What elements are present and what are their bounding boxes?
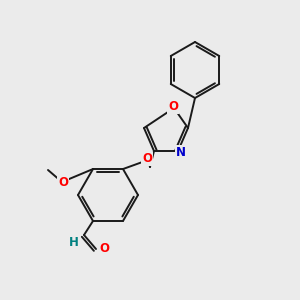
Text: H: H [69,236,79,250]
Text: O: O [99,242,109,256]
Text: O: O [58,176,68,188]
Text: N: N [176,146,186,158]
Text: O: O [142,152,152,166]
Text: O: O [168,100,178,113]
